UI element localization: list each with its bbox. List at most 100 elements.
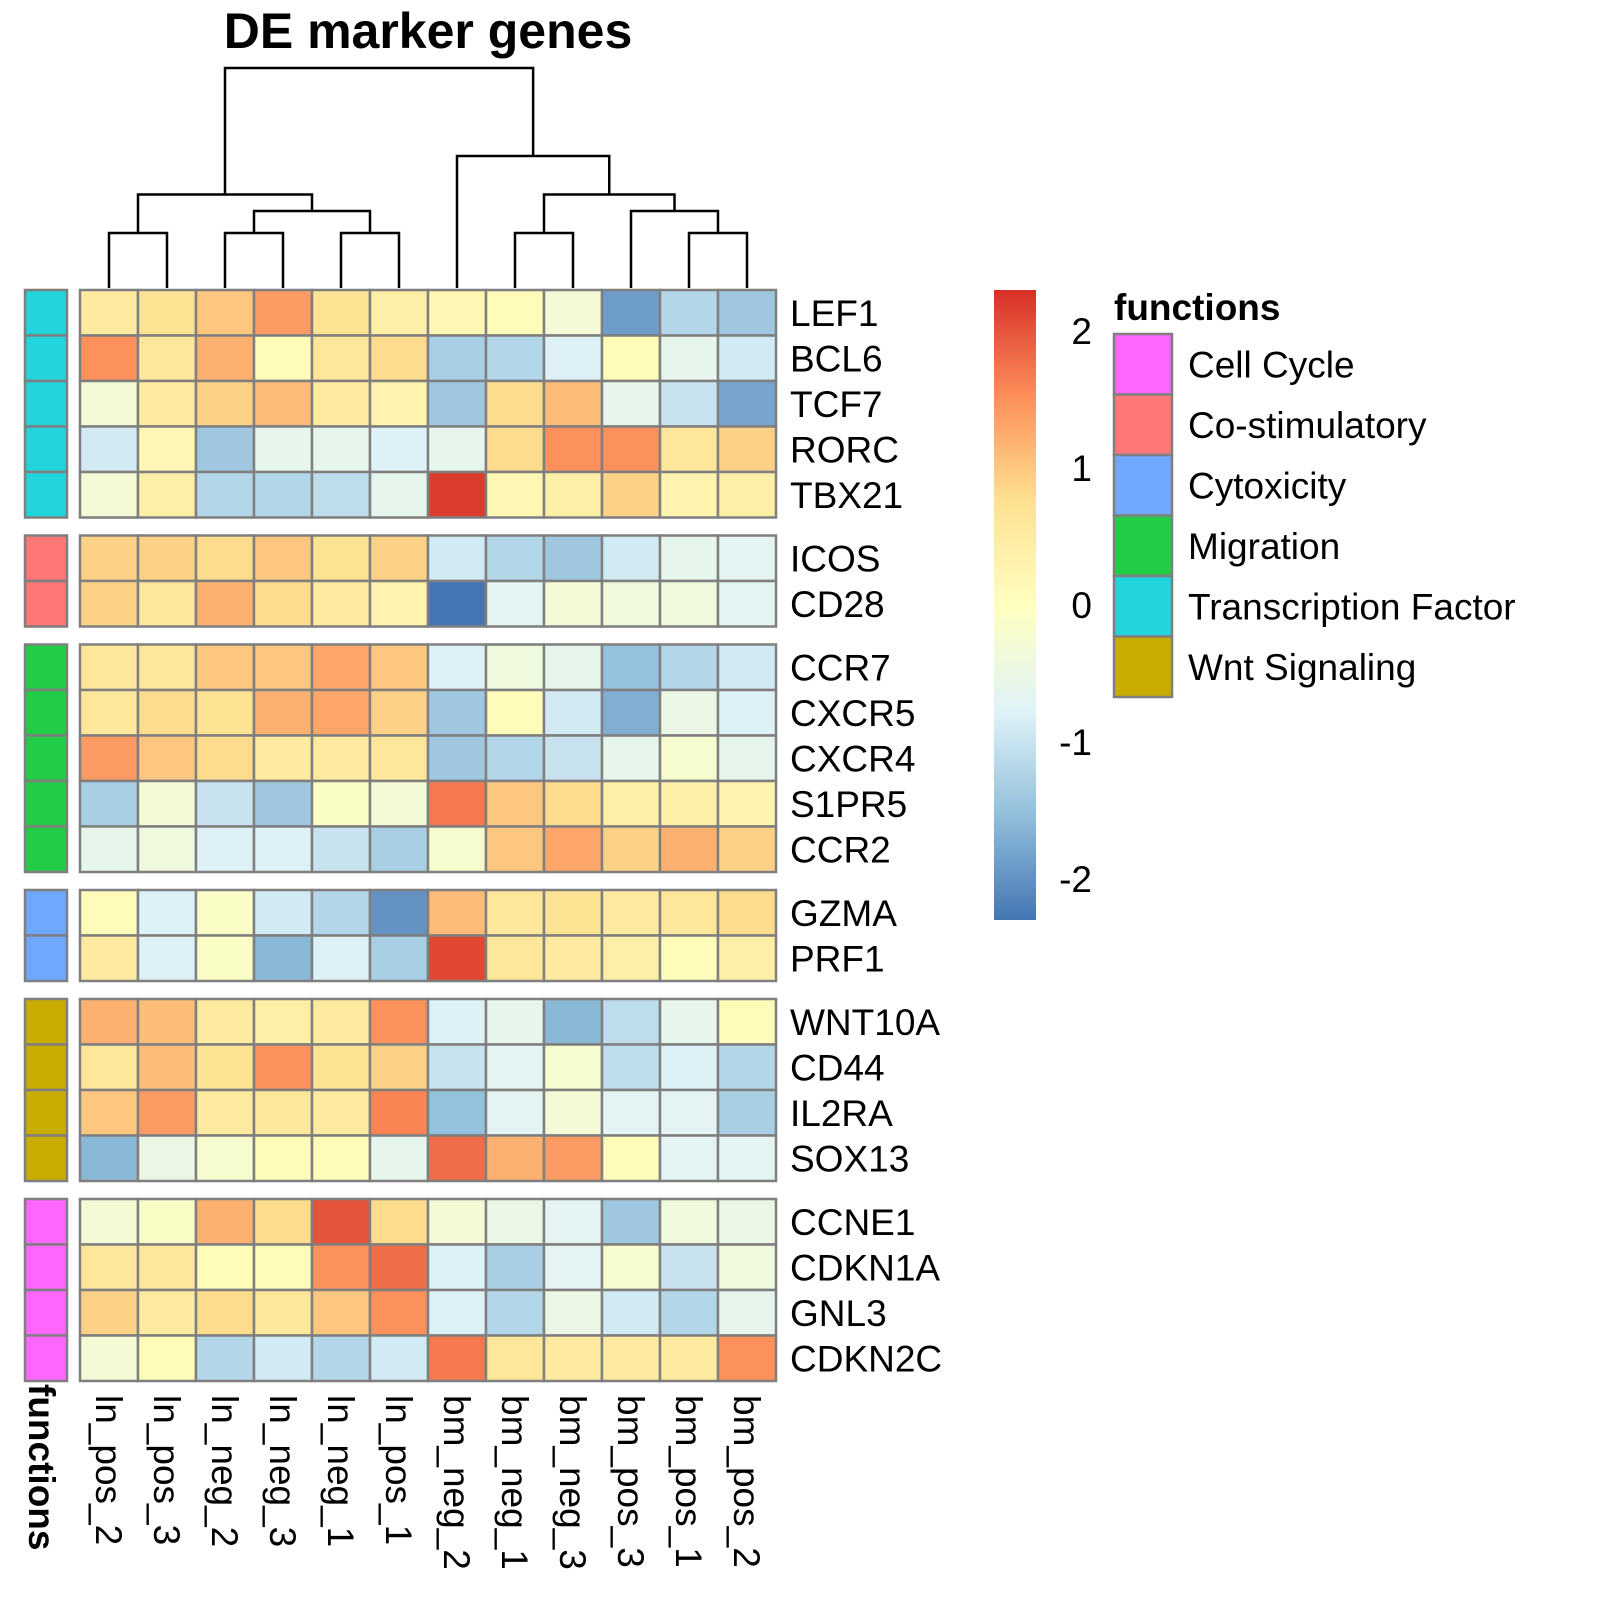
heatmap-cell — [78, 534, 140, 583]
heatmap-cell — [368, 288, 430, 337]
heatmap-cell — [368, 888, 430, 937]
heatmap-cell — [368, 1088, 430, 1137]
heatmap-cell — [426, 1288, 488, 1337]
heatmap-cell — [194, 997, 256, 1046]
heatmap-cell — [368, 734, 430, 783]
heatmap-cell — [310, 288, 372, 337]
sample-label: bm_neg_1 — [494, 1395, 535, 1570]
heatmap-cell — [716, 1334, 778, 1383]
heatmap-cell — [194, 379, 256, 428]
heatmap-cell — [658, 425, 720, 474]
heatmap-cell — [252, 734, 314, 783]
heatmap-cell — [368, 1288, 430, 1337]
heatmap-cell — [426, 888, 488, 937]
gene-label: TBX21 — [790, 475, 903, 516]
gene-label: CXCR4 — [790, 738, 915, 779]
gene-label: PRF1 — [790, 938, 885, 979]
heatmap-cell — [600, 534, 662, 583]
heatmap-cell — [484, 1043, 546, 1092]
legend-label: Migration — [1188, 526, 1340, 567]
heatmap-cell — [426, 1334, 488, 1383]
heatmap-cell — [716, 1134, 778, 1183]
heatmap-cell — [310, 1243, 372, 1292]
heatmap-cell — [542, 825, 604, 874]
heatmap-cell — [600, 1243, 662, 1292]
heatmap-cell — [658, 1197, 720, 1246]
heatmap-cell — [716, 579, 778, 628]
gene-label: BCL6 — [790, 338, 883, 379]
color-scale-tick: -1 — [1059, 722, 1092, 763]
gene-label: CD44 — [790, 1047, 885, 1088]
heatmap-cell — [78, 1134, 140, 1183]
heatmap-cell — [78, 470, 140, 519]
heatmap-cell — [368, 997, 430, 1046]
heatmap-cell — [194, 1134, 256, 1183]
heatmap-cell — [600, 688, 662, 737]
sample-label: bm_neg_2 — [436, 1395, 477, 1570]
heatmap-cell — [484, 1243, 546, 1292]
heatmap-cell — [426, 470, 488, 519]
heatmap-cell — [600, 379, 662, 428]
heatmap-cell — [542, 379, 604, 428]
heatmap-cell — [368, 1334, 430, 1383]
heatmap-cell — [716, 643, 778, 692]
gene-label: LEF1 — [790, 293, 878, 334]
heatmap-cell — [136, 579, 198, 628]
function-legend-title: functions — [1114, 287, 1280, 328]
heatmap-cell — [136, 825, 198, 874]
heatmap-cell — [484, 997, 546, 1046]
heatmap-cell — [78, 888, 140, 937]
annotation-cell — [23, 1134, 69, 1183]
legend-swatch — [1112, 332, 1174, 396]
heatmap-cell — [194, 534, 256, 583]
annotation-cell — [23, 288, 69, 337]
heatmap-cell — [716, 1197, 778, 1246]
color-scale-tick: 1 — [1071, 448, 1092, 489]
gene-label: CXCR5 — [790, 693, 915, 734]
heatmap-cell — [542, 888, 604, 937]
heatmap-cell — [252, 888, 314, 937]
heatmap-cell — [368, 1243, 430, 1292]
heatmap-cell — [542, 779, 604, 828]
heatmap-cell — [136, 688, 198, 737]
heatmap-cell — [426, 934, 488, 983]
heatmap-cell — [310, 1334, 372, 1383]
heatmap-cell — [658, 1088, 720, 1137]
heatmap-cell — [78, 1288, 140, 1337]
heatmap-cell — [136, 643, 198, 692]
heatmap-cell — [542, 288, 604, 337]
gene-label: S1PR5 — [790, 784, 907, 825]
heatmap-cell — [716, 825, 778, 874]
heatmap-cell — [484, 1197, 546, 1246]
sample-label: ln_pos_2 — [88, 1395, 129, 1545]
heatmap-cell — [194, 1088, 256, 1137]
legend-label: Co-stimulatory — [1188, 405, 1427, 446]
heatmap-cell — [368, 1197, 430, 1246]
heatmap-cell — [136, 1197, 198, 1246]
heatmap-cell — [194, 334, 256, 383]
heatmap-cell — [252, 1043, 314, 1092]
heatmap-cell — [484, 534, 546, 583]
heatmap-cell — [484, 734, 546, 783]
heatmap-cell — [136, 1334, 198, 1383]
heatmap-cell — [310, 1043, 372, 1092]
heatmap-cell — [194, 688, 256, 737]
heatmap-cell — [310, 579, 372, 628]
annotation-cell — [23, 888, 69, 937]
dendrogram-branch — [136, 193, 314, 233]
heatmap-cell — [716, 1088, 778, 1137]
legend-swatch — [1112, 574, 1174, 638]
heatmap-cell — [426, 779, 488, 828]
heatmap-cell — [194, 888, 256, 937]
heatmap-cell — [194, 579, 256, 628]
heatmap-cell — [484, 379, 546, 428]
annotation-cell — [23, 1288, 69, 1337]
heatmap-cell — [252, 334, 314, 383]
heatmap-cell — [658, 1043, 720, 1092]
heatmap-cell — [78, 688, 140, 737]
heatmap-cell — [426, 534, 488, 583]
heatmap-cell — [252, 1088, 314, 1137]
heatmap-cell — [310, 1134, 372, 1183]
annotation-cell — [23, 825, 69, 874]
heatmap-cell — [426, 643, 488, 692]
